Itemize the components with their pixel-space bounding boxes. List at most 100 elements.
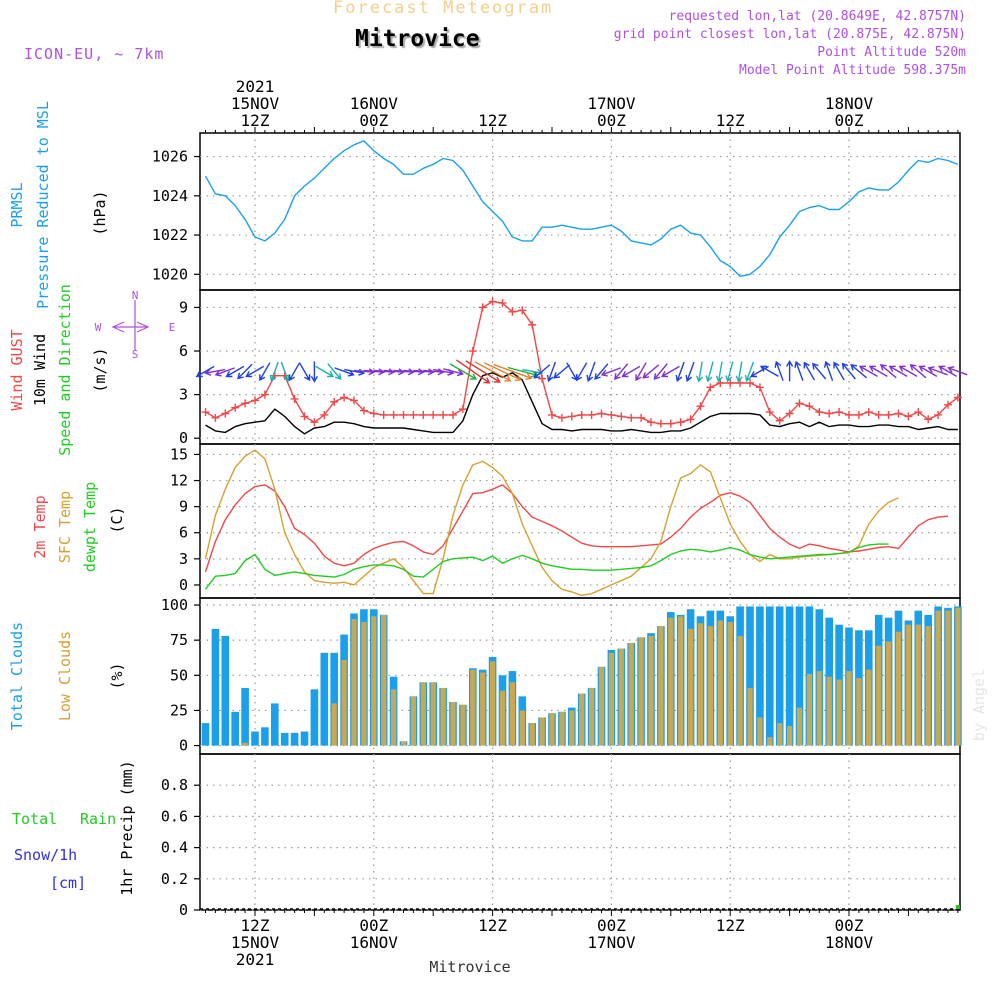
wind-gust-point [468,347,477,356]
wind-direction-arrow [533,364,551,379]
wind-gust-point [686,415,695,424]
wind-gust-point [647,418,655,427]
x-label-bottom: 00Z [359,916,388,935]
wind-direction-arrow [225,365,245,378]
low-clouds-bar [371,616,377,746]
low-clouds-bar [549,713,555,746]
low-clouds-bar [242,742,248,746]
wind-gust-point [785,409,794,418]
wind-direction-arrow [288,362,301,382]
wind-gust-point [300,412,309,421]
wind-gust-point [251,396,259,405]
total-clouds-bar [221,635,230,746]
precip-unit-label: 1hr Precip (mm) [118,760,136,895]
wind-direction-arrow [947,366,968,376]
low-clouds-bar [777,723,783,746]
total-clouds-bar [211,628,220,746]
y-tick-label: 0 [179,429,188,447]
low-clouds-bar [747,687,753,746]
wind-direction-arrow [621,365,641,378]
wind-direction-arrow [493,363,533,380]
wind-direction-arrow [214,367,235,377]
wind-gust-point [676,418,685,427]
total-clouds-bar [756,606,764,746]
wind-gust-point [795,399,804,408]
wind-gust-point [211,413,220,422]
low-clouds-bar [668,617,674,746]
wind-direction-arrow [918,365,938,378]
wind-gust-point [419,410,428,419]
clouds-unit-label: (%) [108,662,126,689]
snow-unit-label: [cm] [50,874,86,892]
wind-gust-point [498,299,507,308]
low-clouds-bar [737,635,743,746]
rain-marker [955,905,960,909]
low-clouds-bar [678,616,684,746]
wind-gust-point [775,416,784,425]
low-clouds-bar [717,620,723,746]
super-title: Forecast Meteogram [333,0,554,18]
wind-direction-arrow [269,361,279,383]
low-clouds-bar [341,659,347,746]
wind-gust-point [241,399,250,408]
low-clouds-bar [569,710,575,746]
wind-gust-point [924,415,933,424]
wind-gust-point [310,418,319,427]
wind-direction-arrow [909,364,927,379]
low-clouds-bar [628,642,634,746]
x-label-top: 00Z [597,111,626,130]
wind-direction-arrow [696,361,704,383]
low-clouds-bar [816,671,822,746]
y-tick-label: 0 [179,576,188,594]
low-clouds-bar [658,626,664,746]
wind-gust-point [726,378,735,387]
wind-gust-point [864,408,873,417]
wind-gust-point [736,378,745,387]
wind-direction-arrow [334,367,355,377]
y-tick-label: 100 [161,596,188,614]
wind-direction-arrow [310,361,319,383]
wind-direction-arrow [735,361,743,383]
wind-direction-arrow [635,362,647,382]
panel-frame-1 [199,132,961,291]
wind-direction-arrow [245,365,265,378]
wind-gust-point [746,378,754,387]
wind-direction-arrow [373,368,396,376]
wind-direction-arrow [642,364,660,379]
temp-2m-line [204,484,949,573]
wind-gust-point [290,394,299,403]
compass-west-label: W [95,321,102,334]
wind-direction-arrow [653,363,668,381]
wind-gust-point [429,410,438,419]
low-clouds-bar [608,652,614,746]
low-clouds-bar [945,610,951,746]
wind-direction-arrow [850,364,868,379]
wind-direction-arrow [868,365,888,378]
y-tick-label: 1024 [152,187,188,205]
wind-gust-point [330,397,339,406]
x-label-top: 00Z [359,111,388,130]
low-clouds-bar [410,696,416,746]
wind-direction-arrow [383,368,405,376]
wind-gust-point [231,403,240,412]
x-label-bottom: 2021 [236,950,275,969]
y-tick-label: 6 [179,524,188,542]
low-clouds-bar [420,682,426,746]
pressure-label-long: Pressure Reduced to MSL [34,101,52,309]
x-label-bottom: 16NOV [350,933,399,952]
wind-gust-point [934,410,943,419]
wind-10m-line [205,372,958,435]
low-clouds-bar [955,607,961,746]
wind-gust-point [577,410,586,419]
wind-gust-point [399,410,408,419]
wind-direction-arrow [363,368,386,376]
y-tick-label: 0.6 [161,807,188,825]
x-label-bottom: 12Z [716,916,745,935]
total-clouds-bar [201,723,210,746]
wind-direction-arrow [455,359,491,384]
low-clouds-bar [539,717,545,746]
wind-direction-arrow [725,361,734,383]
low-clouds-bar [905,624,911,746]
wind-gust-point [528,320,537,329]
wind-gust-point [825,409,834,418]
